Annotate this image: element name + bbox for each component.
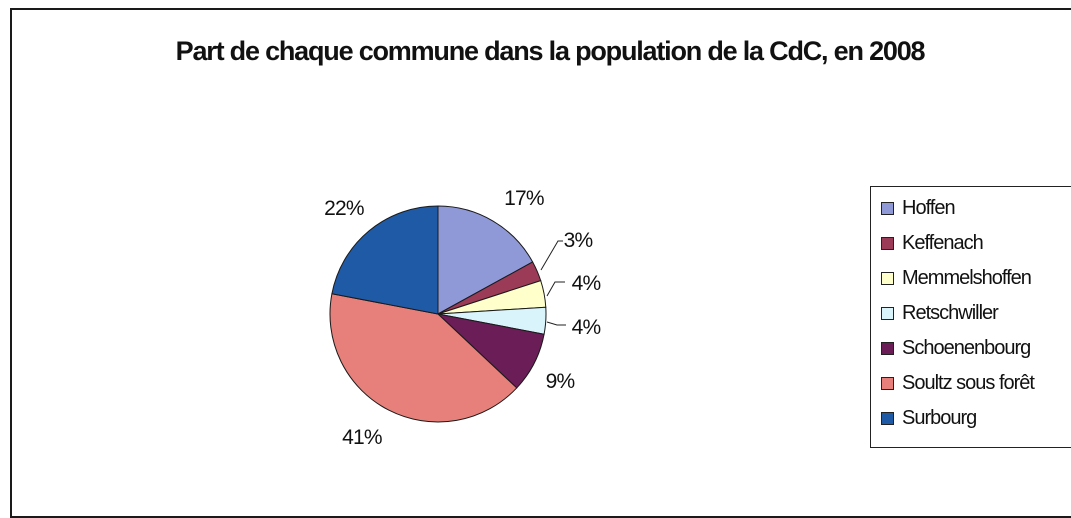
data-label: 4% <box>572 272 601 295</box>
pie-slice-hoffen <box>437 205 534 315</box>
data-label: 41% <box>342 426 382 449</box>
legend-label: Schoenenbourg <box>902 337 1031 359</box>
legend-swatch <box>881 202 894 215</box>
legend-label: Keffenach <box>902 232 984 254</box>
leader-line <box>546 321 566 326</box>
leader-line <box>540 240 563 271</box>
legend-item: Surbourg <box>881 407 977 430</box>
data-label: 22% <box>324 197 364 220</box>
data-label: 17% <box>504 187 544 210</box>
data-label: 3% <box>564 229 593 252</box>
pie-chart: 17% 3% 4% 4% 9% 41% 22% <box>324 187 601 449</box>
legend-item: Retschwiller <box>881 302 999 325</box>
legend-item: Hoffen <box>881 197 956 220</box>
data-label: 4% <box>572 316 601 339</box>
legend-swatch <box>881 412 894 425</box>
legend-label: Retschwiller <box>902 302 999 324</box>
legend-label: Soultz sous forêt <box>902 372 1035 394</box>
legend-item: Schoenenbourg <box>881 337 1031 360</box>
legend-label: Memmelshoffen <box>902 267 1032 289</box>
data-label: 9% <box>546 370 575 393</box>
legend-label: Hoffen <box>902 197 956 219</box>
legend-swatch <box>881 307 894 320</box>
pie-slice-surbourg <box>331 205 439 315</box>
legend-swatch <box>881 272 894 285</box>
legend-label: Surbourg <box>902 407 977 429</box>
legend-item: Memmelshoffen <box>881 267 1032 290</box>
pie-slice-soultz-sous-for-t <box>329 293 518 423</box>
legend-item: Keffenach <box>881 232 984 255</box>
legend-item: Soultz sous forêt <box>881 372 1035 395</box>
chart-title: Part de chaque commune dans la populatio… <box>175 36 926 66</box>
legend-swatch <box>881 237 894 250</box>
chart-legend: Hoffen Keffenach Memmelshoffen Retschwiller… <box>870 186 1071 448</box>
legend-swatch <box>881 377 894 390</box>
legend-swatch <box>881 342 894 355</box>
leader-line <box>546 281 565 297</box>
